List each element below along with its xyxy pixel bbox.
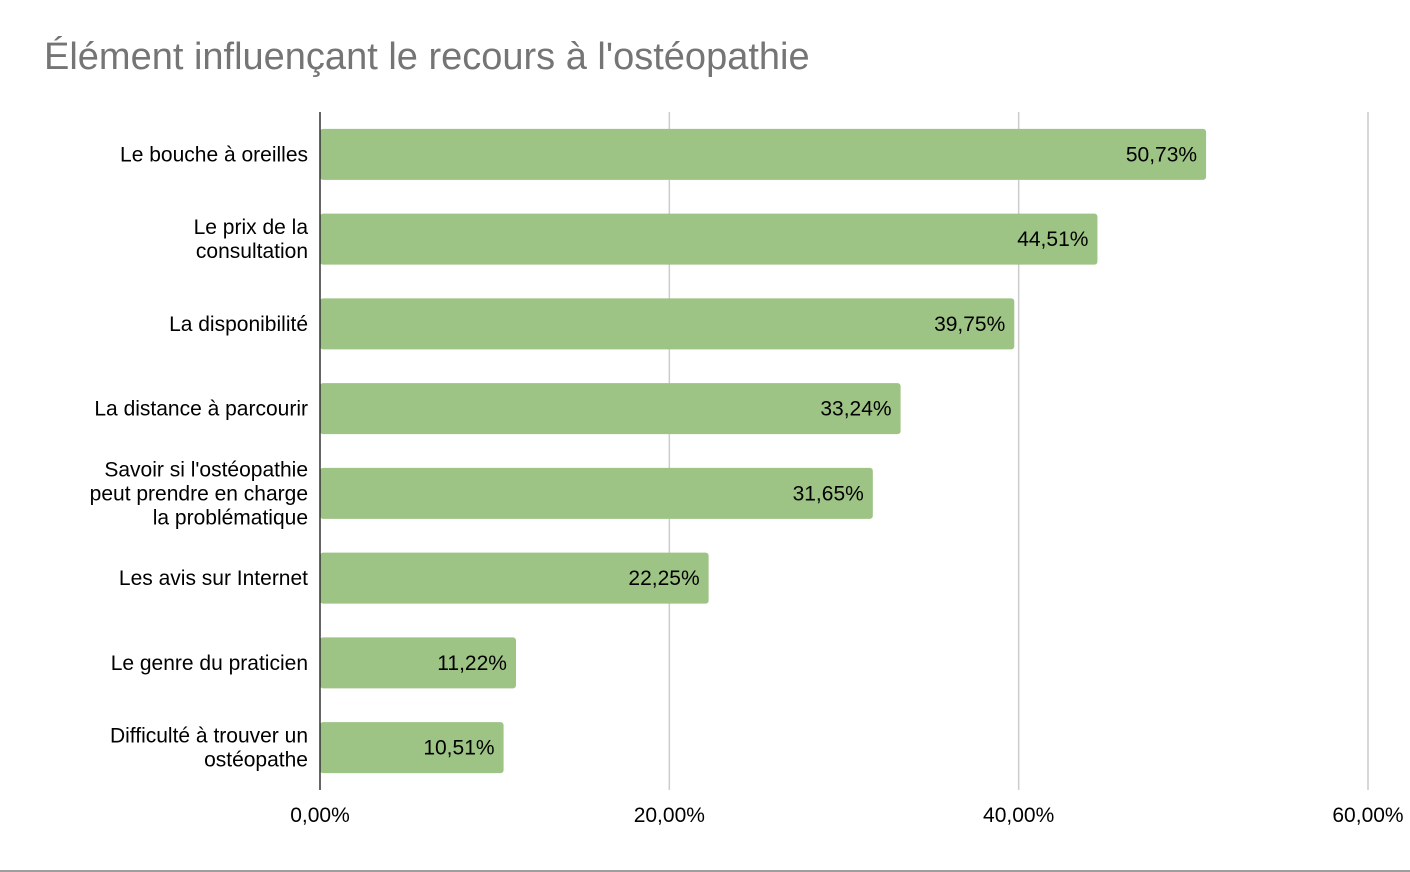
bar — [320, 637, 516, 689]
x-tick-label: 0,00% — [290, 804, 350, 827]
bar-value-label: 39,75% — [934, 313, 1005, 336]
category-label: Difficulté à trouver un ostéopathe — [110, 725, 308, 772]
bar-value-label: 50,73% — [1126, 143, 1197, 166]
bottom-divider — [0, 870, 1410, 872]
category-label: Le genre du praticien — [111, 652, 308, 675]
chart-title: Élément influençant le recours à l'ostéo… — [44, 36, 810, 78]
bar — [320, 213, 1098, 265]
bar-value-label: 44,51% — [1017, 228, 1088, 251]
category-label: Le bouche à oreilles — [120, 143, 308, 166]
bar-value-label: 33,24% — [820, 398, 891, 421]
x-tick-label: 40,00% — [983, 804, 1054, 827]
bar — [320, 128, 1207, 180]
bar — [320, 722, 504, 774]
x-tick-label: 60,00% — [1332, 804, 1403, 827]
bar — [320, 383, 901, 435]
bar — [320, 552, 709, 604]
category-label: Savoir si l'ostéopathie peut prendre en c… — [90, 458, 308, 529]
bars: 50,73% 44,51% 39,75% 33,24% 31,65% 22,25% 11,2… — [320, 128, 1207, 774]
bar-value-label: 11,22% — [437, 652, 507, 675]
bar — [320, 298, 1015, 350]
category-label: La distance à parcourir — [94, 398, 308, 421]
category-label: Le prix de la consultation — [194, 216, 309, 263]
category-labels: Le bouche à oreilles Le prix de la consult… — [90, 143, 309, 771]
bar-value-label: 10,51% — [423, 737, 494, 760]
x-tick-label: 20,00% — [634, 804, 705, 827]
bar — [320, 467, 873, 519]
category-label: La disponibilité — [169, 313, 308, 336]
category-label: Les avis sur Internet — [119, 567, 308, 590]
bar-value-label: 31,65% — [793, 482, 864, 505]
x-tick-labels: 0,00% 20,00% 40,00% 60,00% — [290, 804, 1403, 827]
bar-value-label: 22,25% — [628, 567, 699, 590]
